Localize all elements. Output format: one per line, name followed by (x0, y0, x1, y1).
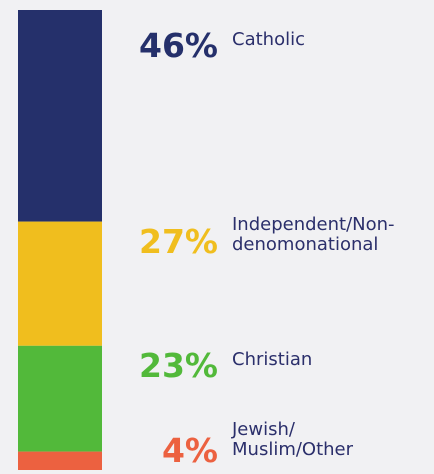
bar-segment-2 (18, 221, 102, 346)
category-label-line: Catholic (232, 29, 305, 50)
category-label-line: Muslim/Other (232, 439, 354, 460)
bar-segment-1 (18, 10, 102, 222)
category-label-line: Christian (232, 349, 312, 370)
category-label-line: Jewish/ (231, 419, 296, 440)
bar-segment-4 (18, 451, 102, 470)
category-label-4: Jewish/Muslim/Other (231, 419, 354, 460)
category-label-2: Independent/Non-denomonational (232, 214, 395, 255)
category-label-1: Catholic (232, 29, 305, 50)
value-label-4: 4% (162, 431, 218, 470)
value-label-3: 23% (139, 346, 218, 385)
category-label-line: denomonational (232, 234, 378, 255)
value-label-1: 46% (139, 26, 218, 65)
category-label-3: Christian (232, 349, 312, 370)
category-label-line: Independent/Non- (232, 214, 395, 235)
value-label-2: 27% (139, 222, 218, 261)
bar-segment-3 (18, 345, 102, 452)
